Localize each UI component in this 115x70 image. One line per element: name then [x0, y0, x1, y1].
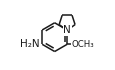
Text: H₂N: H₂N — [20, 39, 39, 49]
Text: OCH₃: OCH₃ — [71, 40, 93, 49]
Text: N: N — [63, 25, 70, 35]
